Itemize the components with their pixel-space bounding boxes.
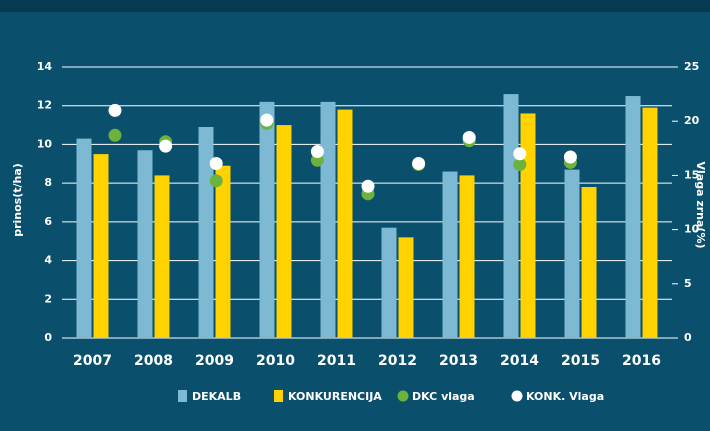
bar [154,175,170,338]
bar [320,101,336,338]
x-tick-label: 2007 [73,353,112,369]
point [412,156,426,170]
x-tick-label: 2011 [317,353,356,369]
bar [137,150,153,338]
bar [259,101,275,338]
x-tick-label: 2014 [500,353,539,369]
point [462,130,476,144]
y-axis-label: prinos(t/ha) [11,163,24,237]
bar [642,107,658,339]
bar [520,113,536,338]
bar [198,127,214,338]
x-tick-label: 2012 [378,353,417,369]
point [209,156,223,170]
bar [503,94,519,338]
y-tick-label: 8 [44,176,52,189]
legend-swatch [178,390,187,402]
legend-swatch [397,390,409,402]
y-tick-label: 12 [37,99,52,112]
y2-tick-label: 20 [684,114,700,127]
legend-label: KONK. Vlaga [526,390,604,403]
bar [625,96,641,339]
bar [276,125,292,338]
bar [398,237,414,338]
x-tick-label: 2009 [195,353,234,369]
x-tick-label: 2016 [622,353,661,369]
y-tick-label: 2 [44,292,52,305]
point [108,103,122,117]
x-tick-label: 2008 [134,353,173,369]
bar [381,227,397,338]
y-tick-label: 6 [44,215,52,228]
point [108,128,122,142]
bar [76,138,92,338]
y2-axis-label: Vlaga zrna(%) [694,162,707,249]
legend-label: KONKURENCIJA [288,390,382,403]
point [310,145,324,159]
legend-swatch [511,390,523,402]
point [563,150,577,164]
point [513,147,527,161]
point [513,158,527,172]
point [209,174,223,188]
legend-label: DKC vlaga [412,390,475,403]
x-tick-label: 2015 [561,353,600,369]
y-tick-label: 4 [44,254,52,267]
y2-tick-label: 5 [684,277,692,290]
y2-tick-label: 0 [684,331,692,344]
y-tick-label: 10 [37,137,53,150]
point [159,139,173,153]
bar [442,171,458,338]
legend-swatch [274,390,283,402]
bar [215,165,231,338]
bar [93,154,109,338]
bar [337,109,353,338]
bar [564,169,580,338]
legend-label: DEKALB [192,390,241,403]
bar [581,187,597,338]
top-band [0,0,710,12]
y2-tick-label: 15 [684,168,699,181]
y-tick-label: 14 [37,60,53,73]
y-tick-label: 0 [44,331,52,344]
point [361,179,375,193]
x-tick-label: 2013 [439,353,478,369]
x-tick-label: 2010 [256,353,295,369]
y2-tick-label: 25 [684,60,699,73]
y2-tick-label: 10 [684,223,700,236]
point [260,113,274,127]
bar [459,175,475,338]
